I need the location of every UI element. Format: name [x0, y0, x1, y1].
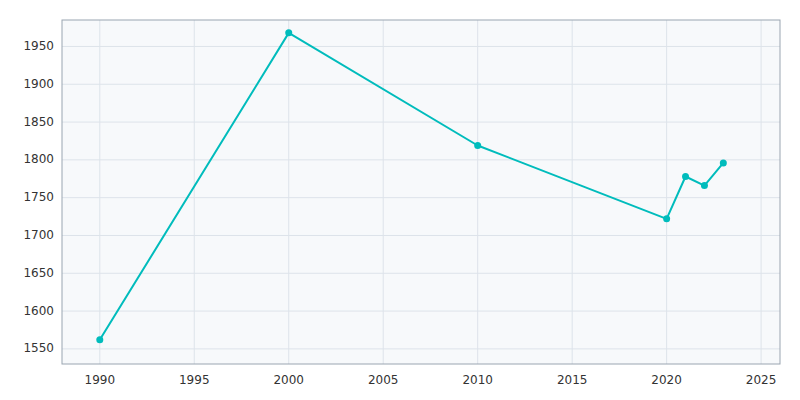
plot-area [62, 20, 780, 364]
grid-line-x [194, 20, 195, 364]
grid-line-x [572, 20, 573, 364]
y-tick-label: 1650 [23, 266, 54, 280]
x-tick-label: 1995 [179, 373, 210, 387]
y-tick-label: 1600 [23, 304, 54, 318]
grid-line-y [62, 84, 780, 85]
y-tick-label: 1750 [23, 190, 54, 204]
x-tick-label: 2020 [651, 373, 682, 387]
point [474, 142, 481, 149]
grid-line-y [62, 46, 780, 47]
x-tick-label: 2025 [746, 373, 777, 387]
x-tick-label: 2000 [273, 373, 304, 387]
series [96, 29, 727, 343]
x-tick-label: 2015 [557, 373, 588, 387]
x-tick-label: 2010 [462, 373, 493, 387]
point [682, 173, 689, 180]
axes: 1550 1600 1650 1700 1750 1800 1850 1900 1950 1990… [23, 39, 776, 387]
chart-container: 1550 1600 1650 1700 1750 1800 1850 1900 1950 1990… [0, 0, 800, 400]
grid-line-x [288, 20, 289, 364]
grid-line-y [62, 348, 780, 349]
line [100, 33, 724, 340]
point [720, 159, 727, 166]
y-tick-label: 1800 [23, 152, 54, 166]
grid-line-x [477, 20, 478, 364]
point [701, 182, 708, 189]
grid-line-y [62, 273, 780, 274]
grid-line-x [99, 20, 100, 364]
grid-line-y [62, 197, 780, 198]
grid-line-x [666, 20, 667, 364]
y-tick-label: 1550 [23, 341, 54, 355]
y-tick-label: 1950 [23, 39, 54, 53]
x-tick-label: 2005 [368, 373, 399, 387]
grid-line-x [761, 20, 762, 364]
x-tick-label: 1990 [85, 373, 116, 387]
grid-line-y [62, 311, 780, 312]
plot-frame [62, 20, 780, 364]
y-tick-label: 1850 [23, 115, 54, 129]
grid-line-y [62, 122, 780, 123]
y-tick-label: 1700 [23, 228, 54, 242]
grid [62, 20, 780, 364]
grid-line-x [383, 20, 384, 364]
grid-line-y [62, 159, 780, 160]
point [663, 215, 670, 222]
y-tick-label: 1900 [23, 77, 54, 91]
grid-line-y [62, 235, 780, 236]
point [96, 336, 103, 343]
point [285, 29, 292, 36]
chart: 1550 1600 1650 1700 1750 1800 1850 1900 1950 1990… [0, 0, 800, 400]
